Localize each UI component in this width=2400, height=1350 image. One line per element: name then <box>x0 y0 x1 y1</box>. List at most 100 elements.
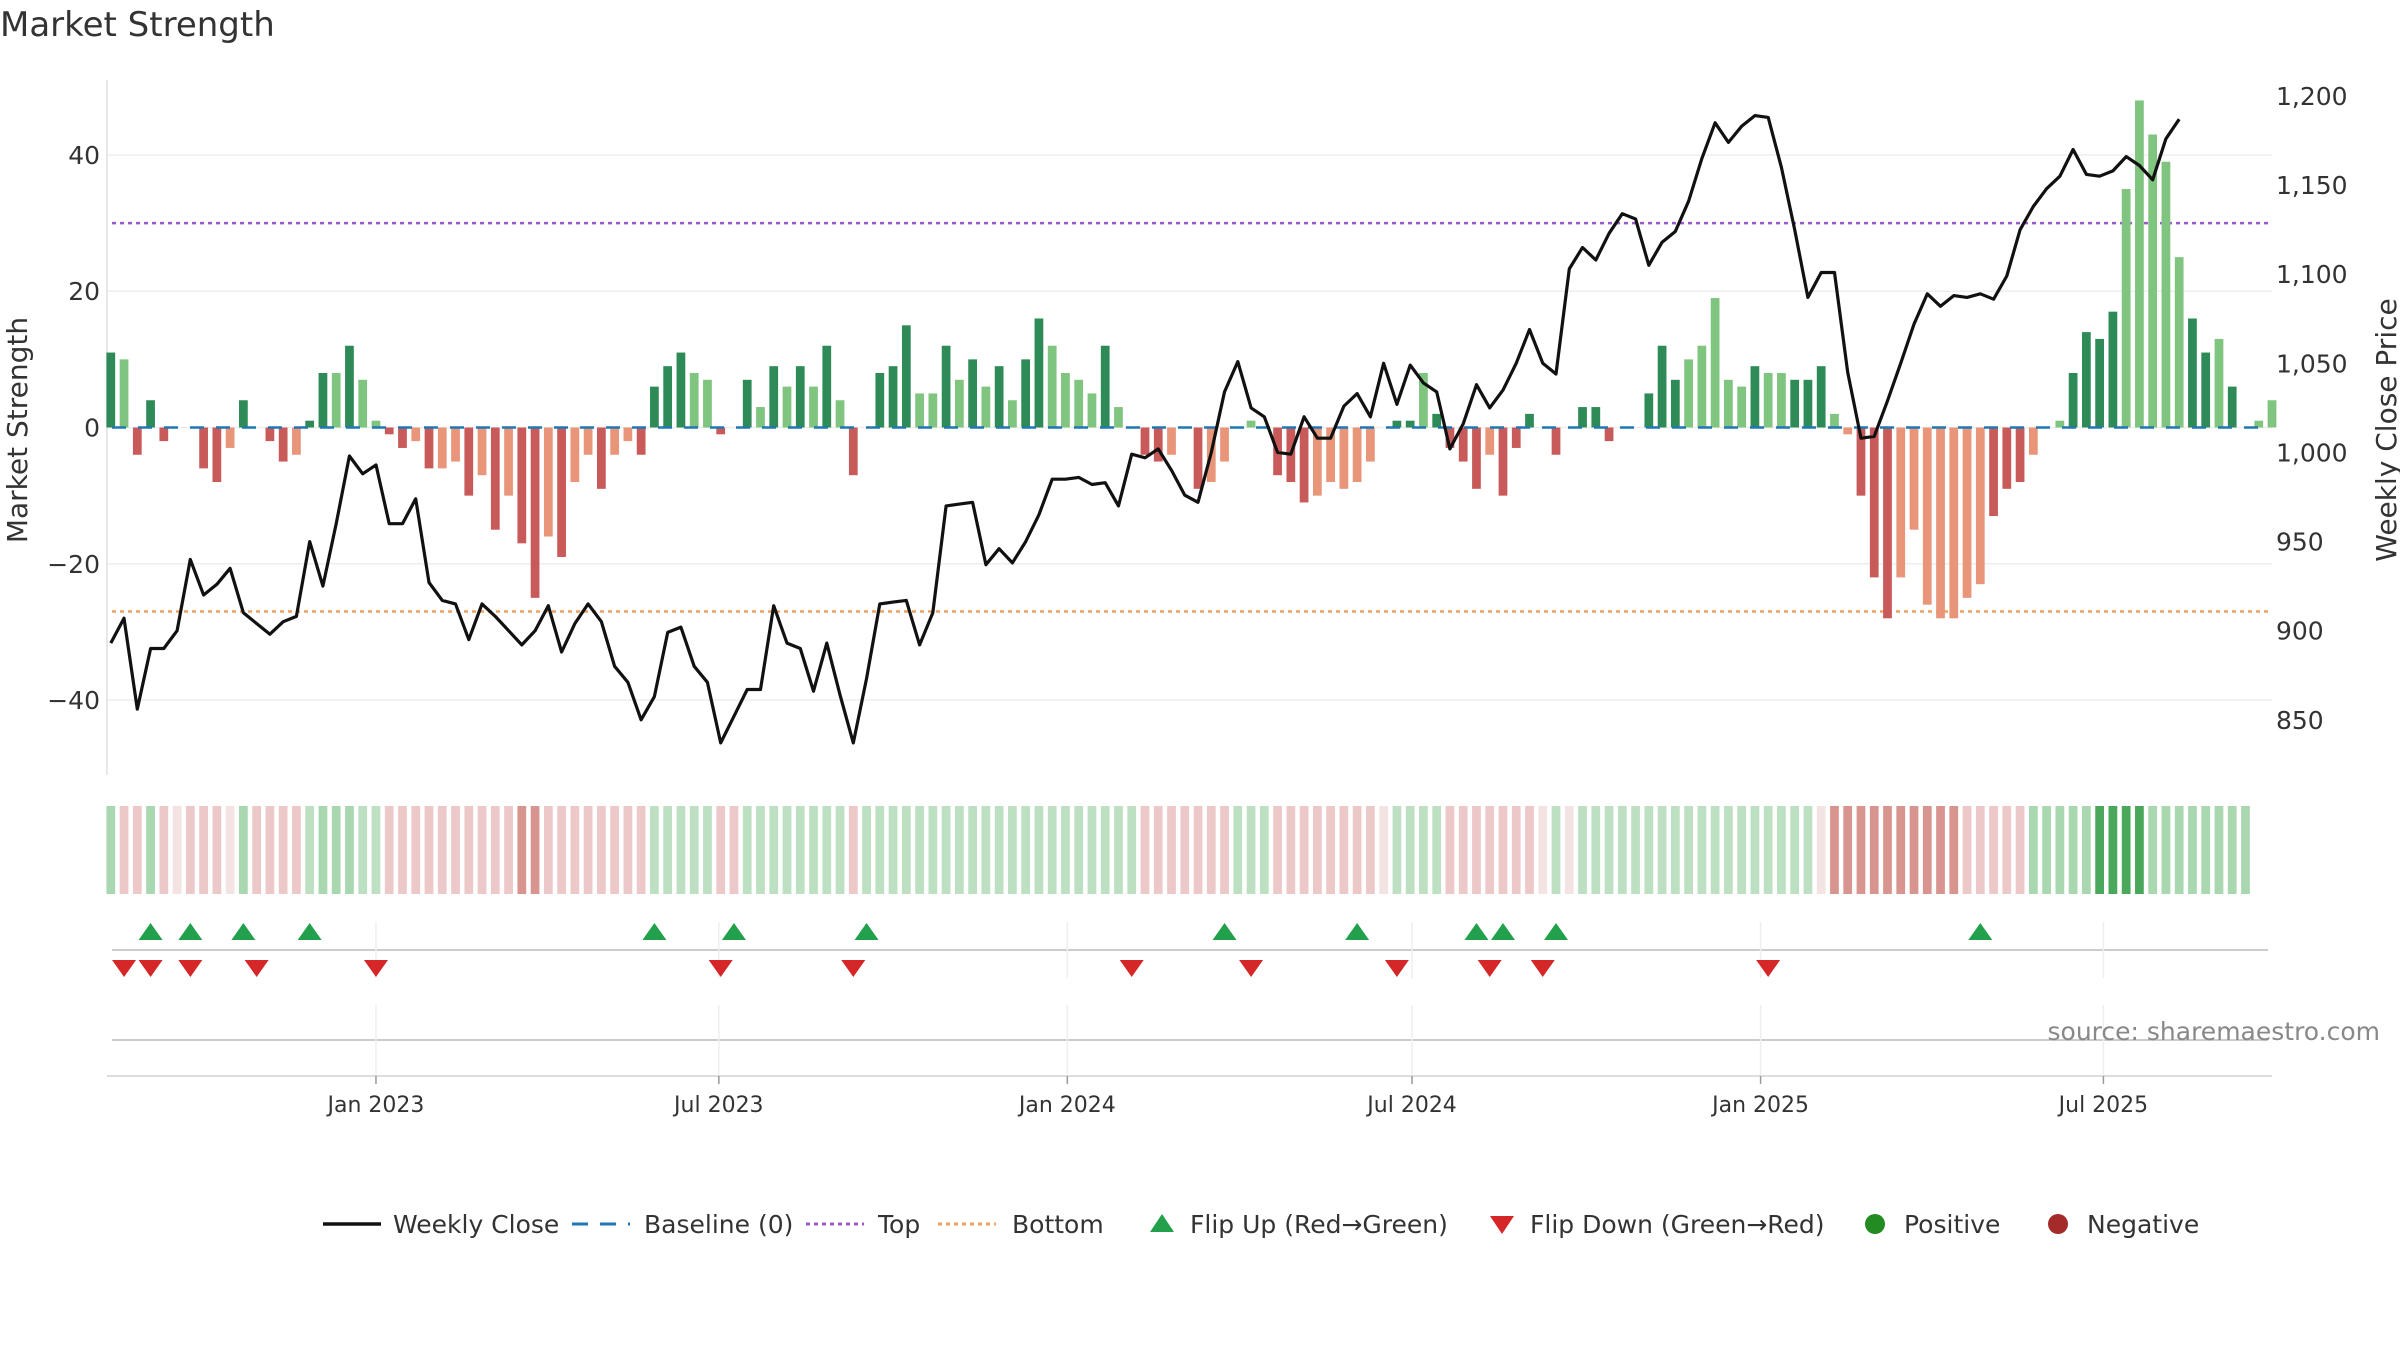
regime-cell <box>2108 806 2118 894</box>
strength-bar <box>1326 427 1335 483</box>
strength-bar <box>331 372 341 428</box>
strength-bar <box>1074 379 1084 428</box>
regime-cell <box>1286 806 1296 894</box>
strength-bar <box>1750 366 1760 428</box>
strength-bar <box>1710 298 1720 428</box>
regime-cell <box>968 806 977 894</box>
flip-up-marker <box>721 923 746 940</box>
regime-cell <box>2028 806 2038 894</box>
x-tick-label: Jul 2024 <box>1365 1093 1457 1118</box>
strength-bar <box>663 366 673 428</box>
legend-label: Weekly Close <box>393 1210 559 1239</box>
regime-cell <box>623 806 633 894</box>
regime-cell <box>292 806 301 894</box>
x-axis: Jan 2023 Jul 2023 Jan 2024 Jul 2024 Jan 2025… <box>107 1075 2272 1118</box>
regime-cell <box>106 806 116 894</box>
regime-cell <box>1087 806 1097 894</box>
strength-bar <box>822 345 832 428</box>
strength-bar <box>888 366 898 428</box>
regime-cell <box>2161 806 2171 894</box>
regime-cell <box>1644 806 1654 894</box>
right-tick-label: 900 <box>2276 617 2324 646</box>
strength-bar <box>610 427 620 455</box>
strength-bar <box>530 427 540 598</box>
strength-bar <box>2135 100 2144 428</box>
strength-bar <box>1737 386 1747 428</box>
regime-cell <box>1366 806 1375 894</box>
regime-cell <box>504 806 513 894</box>
regime-cell <box>1631 806 1640 894</box>
flip-down-marker <box>708 960 733 977</box>
strength-bar <box>570 427 580 483</box>
right-tick-label: 1,150 <box>2276 171 2348 200</box>
regime-cell <box>1114 806 1123 894</box>
regime-cell <box>915 806 924 894</box>
source-note: source: sharemaestro.com <box>2048 1017 2381 1046</box>
strength-bar <box>318 372 328 428</box>
regime-cell <box>1074 806 1084 894</box>
strength-bar <box>1790 379 1800 428</box>
regime-cell <box>331 806 341 894</box>
regime-cell <box>650 806 659 894</box>
regime-cell <box>305 806 315 894</box>
regime-cell <box>1922 806 1932 894</box>
regime-cell <box>596 806 606 894</box>
strength-bar <box>2227 386 2237 428</box>
regime-cell <box>1790 806 1800 894</box>
strength-bar <box>2081 332 2091 428</box>
strength-bar <box>583 427 593 455</box>
strength-bar <box>2174 257 2184 428</box>
regime-cell <box>994 806 1004 894</box>
strength-bar <box>716 427 726 435</box>
regime-cell <box>1167 806 1176 894</box>
strength-bar <box>1458 427 1468 462</box>
strength-bar <box>1392 420 1402 428</box>
strength-bar <box>1034 318 1044 428</box>
strength-bar <box>1604 427 1614 442</box>
regime-cell <box>1472 806 1481 894</box>
strength-bar <box>1724 379 1733 428</box>
flip-down-marker <box>138 960 163 977</box>
regime-cell <box>530 806 540 894</box>
regime-cell <box>1220 806 1229 894</box>
regime-cell <box>225 806 235 894</box>
regime-cell <box>703 806 712 894</box>
flip-up-marker <box>297 923 322 940</box>
strength-bar <box>411 427 421 442</box>
right-axis: 1,200 1,150 1,100 1,050 1,000 950 900 850 <box>2276 82 2348 735</box>
flip-up-marker <box>1212 923 1237 940</box>
regime-cell <box>239 806 248 894</box>
flip-up-marker <box>1464 923 1489 940</box>
regime-cell <box>557 806 566 894</box>
left-tick-label: −20 <box>47 550 100 579</box>
strength-bar <box>954 379 964 428</box>
regime-cell <box>1816 806 1826 894</box>
regime-cell <box>1498 806 1508 894</box>
regime-cell <box>676 806 686 894</box>
strength-bar <box>1114 407 1123 428</box>
regime-cell <box>848 806 858 894</box>
regime-cell <box>2055 806 2065 894</box>
regime-cell <box>2135 806 2144 894</box>
legend-swatch-negative <box>2048 1214 2068 1234</box>
flip-up-marker <box>854 923 879 940</box>
regime-cell <box>570 806 580 894</box>
left-tick-label: 40 <box>68 141 100 170</box>
x-tick-label: Jul 2023 <box>672 1093 764 1118</box>
regime-cell <box>384 806 394 894</box>
regime-cell <box>1034 806 1044 894</box>
regime-cell <box>1525 806 1534 894</box>
strength-bar <box>1153 427 1163 462</box>
flip-up-marker <box>642 923 667 940</box>
strength-bar <box>623 427 633 442</box>
flip-down-marker <box>1756 960 1781 977</box>
strength-bar <box>424 427 434 469</box>
strength-bar <box>358 379 368 428</box>
regime-cell <box>1061 806 1070 894</box>
strength-bar <box>1485 427 1495 455</box>
strength-bar <box>1591 407 1601 428</box>
strength-bar <box>1008 400 1017 428</box>
regime-cell <box>1949 806 1959 894</box>
strength-bar <box>557 427 566 557</box>
flip-down-marker <box>1119 960 1144 977</box>
